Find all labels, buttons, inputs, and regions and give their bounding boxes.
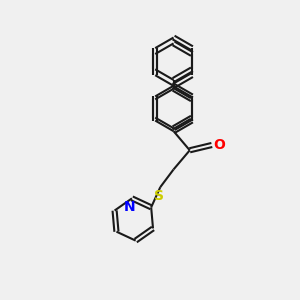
Text: O: O bbox=[213, 138, 225, 152]
Text: N: N bbox=[124, 200, 135, 214]
Text: S: S bbox=[154, 189, 164, 202]
